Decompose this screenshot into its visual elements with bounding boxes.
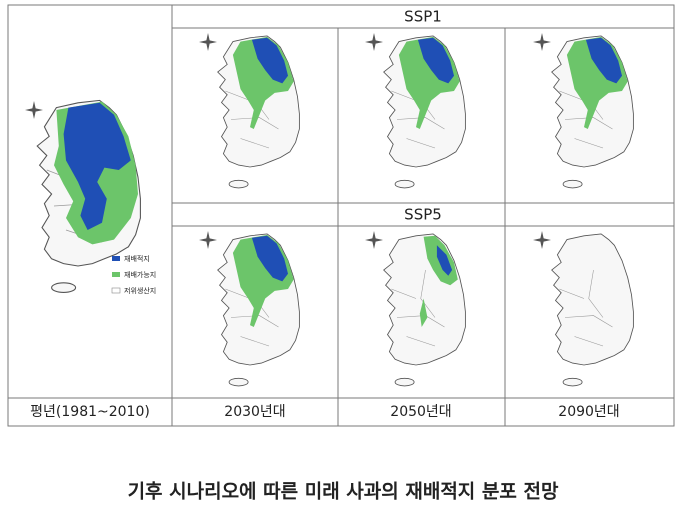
legend-swatch — [111, 287, 121, 294]
legend-swatch — [112, 256, 120, 261]
map-ssp1-2030 — [217, 35, 300, 189]
column-label: 2050년대 — [390, 404, 451, 420]
map-ssp1-2050 — [383, 35, 466, 189]
map-ssp5-2050 — [383, 233, 466, 387]
map-baseline — [36, 99, 141, 293]
ssp1-header: SSP1 — [404, 8, 442, 26]
legend-swatch — [112, 272, 120, 277]
map-ssp5-2030 — [217, 233, 300, 387]
legend-label: 저위생산지 — [124, 286, 156, 295]
map-ssp5-2090 — [551, 233, 634, 387]
compass — [25, 101, 43, 119]
table-border — [7, 4, 675, 427]
compass — [199, 33, 217, 51]
compass — [199, 231, 217, 249]
column-label: 2030년대 — [224, 404, 285, 420]
ssp5-header: SSP5 — [404, 206, 442, 224]
map-ssp1-2090 — [551, 35, 634, 189]
compass — [533, 231, 551, 249]
column-label: 2090년대 — [558, 404, 619, 420]
compass — [533, 33, 551, 51]
column-label: 평년(1981~2010) — [30, 404, 150, 420]
legend-label: 재배적지 — [124, 254, 150, 263]
legend-label: 재배가능지 — [124, 270, 156, 279]
compass — [365, 231, 383, 249]
caption: 기후 시나리오에 따른 미래 사과의 재배적지 분포 전망 — [128, 481, 559, 503]
compass — [365, 33, 383, 51]
